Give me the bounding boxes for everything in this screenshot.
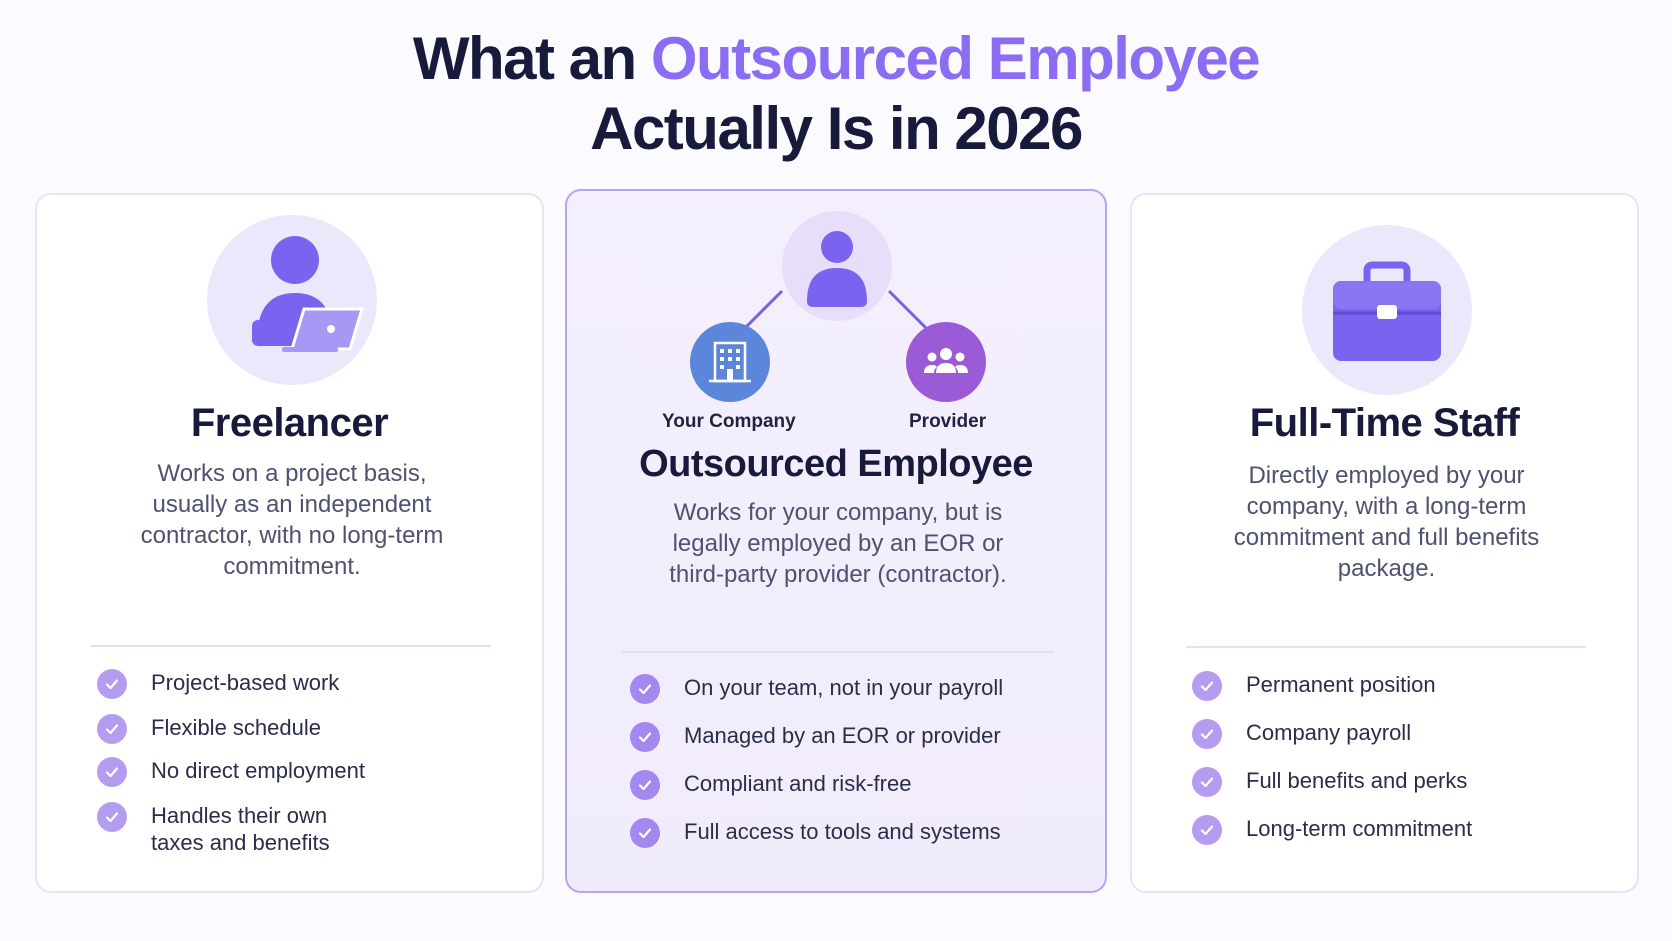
outsourced-divider [622, 651, 1054, 653]
briefcase-icon [1333, 261, 1441, 361]
fulltime-card: Full-Time Staff Directly employed by you… [1130, 193, 1639, 893]
page-title: What an Outsourced Employee Actually Is … [0, 24, 1672, 164]
list-item: On your team, not in your payroll [630, 674, 1003, 704]
title-part-1: What an [412, 25, 637, 92]
list-item-label: Project-based work [151, 670, 340, 695]
your-company-label: Your Company [662, 411, 796, 432]
check-icon [97, 757, 127, 787]
check-icon [1192, 719, 1222, 749]
list-item: Handles their own taxes and benefits [97, 802, 357, 856]
check-icon [1192, 815, 1222, 845]
fulltime-divider [1186, 646, 1586, 648]
fulltime-description: Directly employed by your company, with … [1233, 462, 1540, 582]
check-icon [630, 722, 660, 752]
list-item-label: Full benefits and perks [1246, 768, 1468, 793]
outsourced-card: Your Company Provider Outsourced Employe… [565, 189, 1107, 893]
freelancer-title: Freelancer [190, 401, 389, 445]
outsourced-description: Works for your company, but is legally e… [669, 499, 1007, 588]
list-item-label: Handles their own taxes and benefits [151, 803, 330, 855]
provider-label: Provider [909, 411, 987, 432]
check-icon [1192, 671, 1222, 701]
outsourced-title: Outsourced Employee [639, 443, 1033, 485]
check-icon [97, 669, 127, 699]
list-item: No direct employment [97, 757, 365, 787]
check-icon [97, 802, 127, 832]
check-icon [1192, 767, 1222, 797]
list-item: Full benefits and perks [1192, 767, 1467, 797]
freelancer-divider [91, 645, 491, 647]
check-icon [97, 714, 127, 744]
list-item: Compliant and risk-free [630, 770, 911, 800]
list-item-label: Permanent position [1246, 672, 1436, 697]
title-accent: Outsourced Employee [650, 25, 1261, 92]
freelancer-description: Works on a project basis, usually as an … [140, 460, 444, 580]
list-item: Company payroll [1192, 719, 1411, 749]
building-icon [690, 322, 770, 402]
list-item: Flexible schedule [97, 714, 321, 744]
fulltime-title: Full-Time Staff [1249, 401, 1520, 445]
list-item-label: Flexible schedule [151, 715, 321, 740]
list-item: Full access to tools and systems [630, 818, 1001, 848]
title-line-1: What an Outsourced Employee [0, 24, 1672, 94]
list-item: Permanent position [1192, 671, 1436, 701]
person-network-icon [735, 211, 936, 338]
list-item: Long-term commitment [1192, 815, 1472, 845]
title-line-2: Actually Is in 2026 [590, 95, 1083, 162]
list-item-label: Company payroll [1246, 720, 1412, 745]
list-item-label: Managed by an EOR or provider [684, 723, 1001, 748]
list-item-label: Full access to tools and systems [684, 819, 1001, 844]
person-laptop-icon [252, 236, 365, 352]
freelancer-card: Freelancer Works on a project basis, usu… [35, 193, 544, 893]
list-item-label: On your team, not in your payroll [684, 675, 1004, 700]
check-icon [630, 818, 660, 848]
list-item-label: No direct employment [151, 758, 365, 783]
group-icon [906, 322, 986, 402]
list-item: Managed by an EOR or provider [630, 722, 1001, 752]
list-item-label: Long-term commitment [1246, 816, 1473, 841]
list-item-label: Compliant and risk-free [684, 771, 912, 796]
check-icon [630, 770, 660, 800]
check-icon [630, 674, 660, 704]
list-item: Project-based work [97, 669, 339, 699]
